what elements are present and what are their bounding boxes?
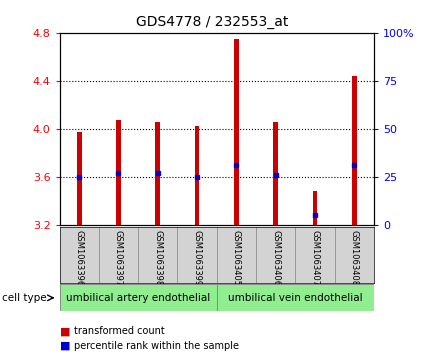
Text: GSM1063405: GSM1063405: [232, 230, 241, 286]
Text: GSM1063397: GSM1063397: [114, 230, 123, 286]
Text: GSM1063407: GSM1063407: [311, 230, 320, 286]
Text: cell type: cell type: [2, 293, 47, 303]
Bar: [352, 76, 357, 225]
Bar: [273, 122, 278, 225]
Text: GSM1063408: GSM1063408: [350, 230, 359, 286]
Text: transformed count: transformed count: [74, 326, 165, 337]
Text: GSM1063398: GSM1063398: [153, 230, 162, 286]
Text: ■: ■: [60, 326, 70, 337]
Text: umbilical artery endothelial: umbilical artery endothelial: [66, 293, 210, 303]
Bar: [217, 284, 374, 311]
Text: GSM1063399: GSM1063399: [193, 230, 201, 286]
Text: GDS4778 / 232553_at: GDS4778 / 232553_at: [136, 15, 289, 29]
Text: percentile rank within the sample: percentile rank within the sample: [74, 341, 239, 351]
Bar: [156, 122, 160, 225]
Text: GSM1063396: GSM1063396: [75, 230, 84, 286]
Bar: [313, 191, 317, 225]
Text: ■: ■: [60, 341, 70, 351]
Text: GSM1063406: GSM1063406: [271, 230, 280, 286]
Bar: [116, 121, 121, 225]
Bar: [77, 132, 82, 225]
Bar: [195, 126, 199, 225]
Bar: [234, 39, 239, 225]
Bar: [60, 284, 217, 311]
Text: umbilical vein endothelial: umbilical vein endothelial: [228, 293, 363, 303]
